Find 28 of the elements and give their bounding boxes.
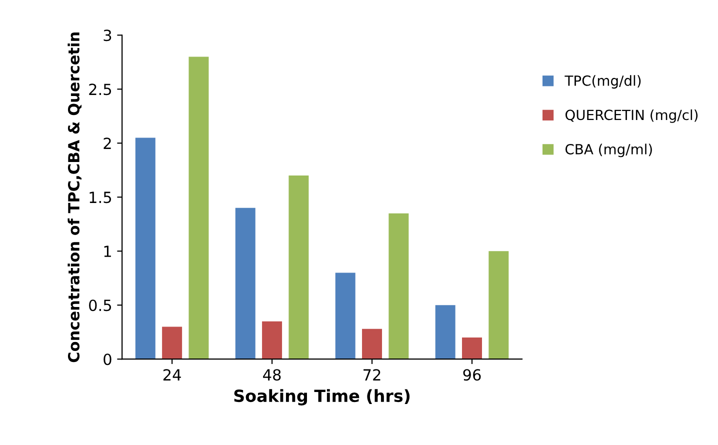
y-tick-label: 1: [104, 246, 111, 257]
legend-label: CBA (mg/ml): [565, 144, 652, 158]
y-tick-label: 0: [104, 354, 112, 366]
bar: [462, 338, 482, 360]
bar: [435, 305, 456, 360]
bar: [162, 326, 182, 360]
x-tick-label: 72: [364, 369, 380, 380]
y-tick-label: 2: [104, 138, 111, 149]
bar: [288, 176, 309, 360]
bar: [262, 321, 282, 360]
x-tick-label: 96: [463, 369, 481, 381]
bar: [235, 208, 256, 360]
x-tick-label: 48: [263, 369, 281, 381]
bar: [488, 251, 509, 360]
x-tick-label: 24: [163, 369, 181, 380]
bar: [135, 138, 156, 360]
y-tick-label: 1.5: [90, 192, 112, 204]
y-tick-label: 0.5: [89, 300, 112, 312]
y-tick-label: 3: [104, 30, 112, 42]
legend-label: TPC(mg/dl): [564, 75, 641, 89]
y-tick-label: 2.5: [89, 84, 112, 96]
legend-label: QUERCETIN (mg/cl): [565, 109, 698, 123]
y-axis-title: Concentration of TPC,CBA & Quercetin: [68, 32, 82, 362]
x-axis-title: Soaking Time (hrs): [234, 389, 410, 406]
bar: [188, 56, 209, 360]
bar: [388, 213, 409, 360]
bar: [335, 272, 356, 360]
bar: [362, 328, 382, 360]
